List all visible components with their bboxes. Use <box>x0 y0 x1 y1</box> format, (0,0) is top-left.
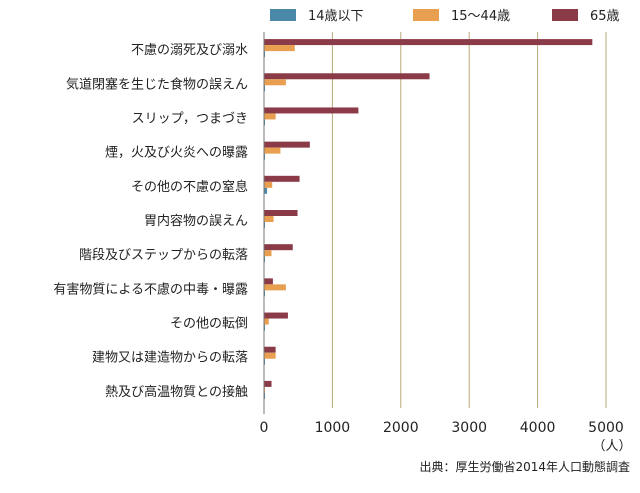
category-label: 気道閉塞を生じた食物の誤えん <box>66 76 248 92</box>
bar-age15-44 <box>264 113 276 120</box>
bar-age65 <box>264 39 593 46</box>
legend-swatch <box>552 9 578 21</box>
legend-swatch <box>270 9 296 21</box>
unit-label: （人） <box>592 439 631 454</box>
bar-age15-44 <box>264 284 286 291</box>
legend-label: 15〜44歳 <box>451 9 510 24</box>
bar-age65 <box>264 244 293 251</box>
bar-age15-44 <box>264 181 273 188</box>
bar-age15-44 <box>264 79 286 86</box>
category-label: 不慮の溺死及び溺水 <box>131 43 248 58</box>
x-tick-label: 4000 <box>520 420 556 436</box>
bar-age65 <box>264 73 430 80</box>
bar-under14 <box>264 187 268 194</box>
x-tick-labels: 0 1000 2000 3000 4000 5000 <box>260 420 624 436</box>
bar-age65 <box>264 312 288 319</box>
legend-label: 65歳 <box>590 9 620 24</box>
bar-age15-44 <box>264 250 272 257</box>
bar-age15-44 <box>264 216 274 222</box>
legend-item-age65: 65歳 <box>552 9 620 24</box>
category-label: 煙，火及び火炎への曝露 <box>105 146 248 161</box>
x-tick-label: 3000 <box>451 420 487 436</box>
category-label: スリップ，つまづき <box>132 111 248 126</box>
bar-age15-44 <box>264 352 276 359</box>
bar-age15-44 <box>264 45 295 52</box>
x-tick-label: 1000 <box>315 420 351 436</box>
bar-age65 <box>264 175 300 182</box>
category-label: その他の転倒 <box>170 317 248 332</box>
x-tick-label: 0 <box>260 420 269 436</box>
bar-age65 <box>264 141 310 148</box>
bar-age65 <box>264 380 272 387</box>
bar-age65 <box>264 107 359 114</box>
source-note: 出典：厚生労働省2014年人口動態調査 <box>419 459 630 474</box>
category-label: 階段及びステップからの転落 <box>79 248 248 263</box>
gridlines <box>331 32 607 408</box>
legend-swatch <box>413 9 439 21</box>
bars <box>264 39 593 399</box>
legend-label: 14歳以下 <box>308 9 364 24</box>
category-labels: 不慮の溺死及び溺水気道閉塞を生じた食物の誤えんスリップ，つまづき煙，火及び火炎へ… <box>53 43 248 400</box>
category-label: 建物又は建造物からの転落 <box>92 351 248 366</box>
bar-age65 <box>264 278 273 285</box>
category-label: 熱及び高温物質との接触 <box>105 384 248 400</box>
legend-item-age15-44: 15〜44歳 <box>413 9 510 24</box>
bar-age65 <box>264 346 276 353</box>
x-tick-label: 2000 <box>383 420 419 436</box>
bar-age15-44 <box>264 147 281 154</box>
x-tick-label: 5000 <box>588 420 624 436</box>
category-label: その他の不慮の窒息 <box>131 179 248 195</box>
category-label: 胃内容物の誤えん <box>144 213 248 229</box>
category-label: 有害物質による不慮の中毒・曝露 <box>53 281 248 297</box>
legend-item-under14: 14歳以下 <box>270 9 364 24</box>
bar-under14 <box>264 51 266 58</box>
legend: 14歳以下 15〜44歳 65歳 <box>270 9 620 24</box>
bar-age65 <box>264 210 298 216</box>
bar-age15-44 <box>264 318 269 325</box>
